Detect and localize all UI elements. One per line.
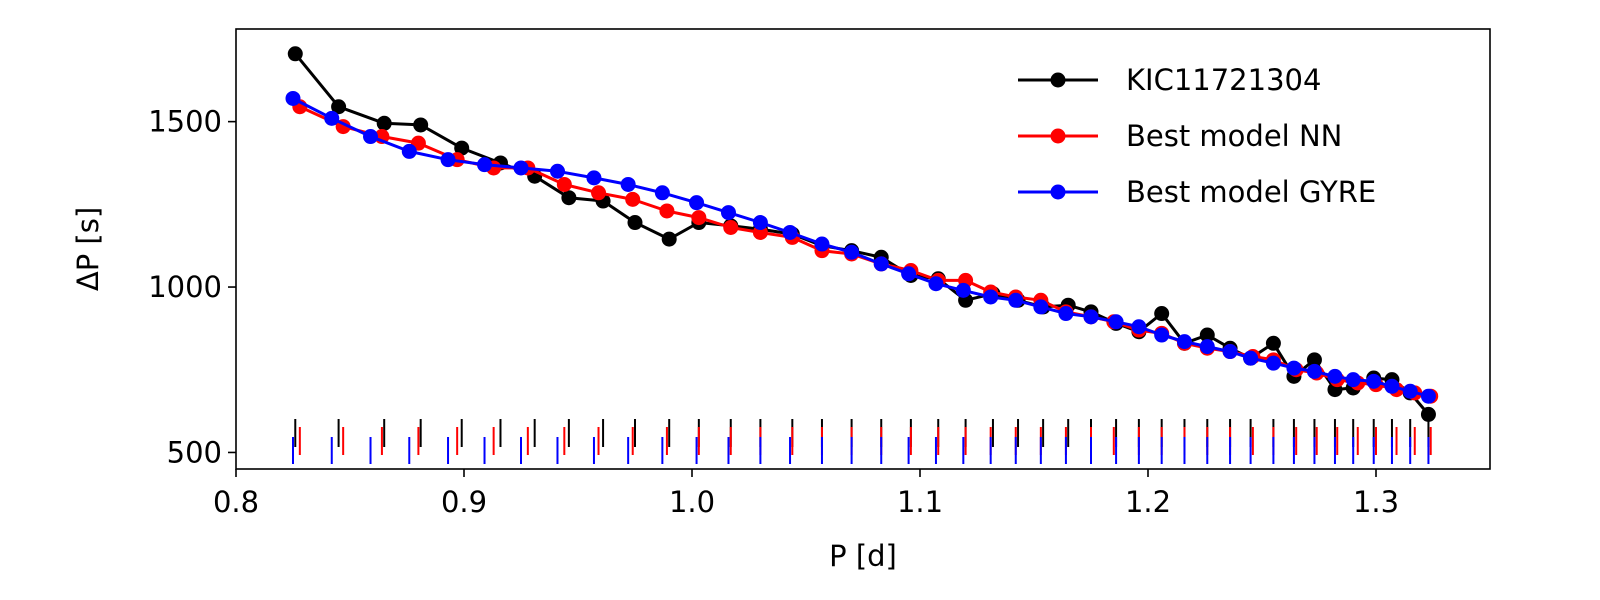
marks-layer: [292, 419, 1432, 464]
data-point: [1420, 406, 1436, 422]
data-point: [1222, 344, 1238, 360]
y-tick-label: 1500: [148, 105, 222, 139]
data-point: [1306, 363, 1322, 379]
data-point: [1265, 355, 1281, 371]
legend-label: KIC11721304: [1126, 63, 1321, 97]
plot-area: [236, 29, 1490, 469]
data-point: [1083, 309, 1099, 325]
data-point: [454, 140, 470, 156]
data-point: [287, 46, 303, 62]
data-point: [901, 266, 917, 282]
data-point: [477, 157, 493, 173]
data-point: [720, 205, 736, 221]
legend-marker: [1050, 128, 1066, 144]
series-best-model-gyre: [285, 90, 1436, 404]
x-tick-label: 0.9: [441, 485, 487, 519]
data-point: [1199, 327, 1215, 343]
plot-frame: [235, 28, 1491, 470]
data-point: [752, 215, 768, 231]
data-point: [513, 160, 529, 176]
data-point: [1265, 335, 1281, 351]
data-point: [1243, 350, 1259, 366]
legend-marker: [1050, 72, 1066, 88]
x-ticks: 0.8 0.9 1.0 1.1 1.2 1.3: [213, 469, 1399, 519]
data-point: [928, 276, 944, 292]
data-point: [983, 289, 999, 305]
legend-marker: [1050, 184, 1066, 200]
data-point: [654, 185, 670, 201]
x-axis-title: P [d]: [829, 539, 897, 573]
data-point: [363, 129, 379, 145]
data-point: [955, 282, 971, 298]
data-point: [413, 117, 429, 133]
data-point: [1108, 314, 1124, 330]
data-point: [1154, 327, 1170, 343]
data-point: [691, 210, 707, 226]
data-point: [586, 170, 602, 186]
legend: KIC11721304 Best model NN Best model GYRE: [1018, 63, 1376, 209]
data-point: [1058, 306, 1074, 322]
x-tick-label: 0.8: [213, 485, 259, 519]
data-point: [873, 256, 889, 272]
data-point: [331, 99, 347, 115]
data-point: [814, 236, 830, 252]
data-point: [1384, 378, 1400, 394]
data-point: [1199, 339, 1215, 355]
data-point: [627, 215, 643, 231]
data-point: [324, 110, 340, 126]
data-point: [440, 152, 456, 168]
series-layer: [285, 46, 1439, 422]
data-point: [1420, 388, 1436, 404]
data-point: [1306, 352, 1322, 368]
data-point: [844, 244, 860, 260]
data-point: [1154, 306, 1170, 322]
data-point: [1345, 372, 1361, 388]
data-point: [549, 163, 565, 179]
data-point: [625, 191, 641, 207]
legend-label: Best model GYRE: [1126, 175, 1376, 209]
data-point: [556, 176, 572, 192]
data-point: [591, 185, 607, 201]
legend-label: Best model NN: [1126, 119, 1342, 153]
data-point: [782, 224, 798, 240]
data-point: [620, 176, 636, 192]
data-point: [1286, 360, 1302, 376]
data-point: [1008, 292, 1024, 308]
data-point: [376, 115, 392, 131]
x-tick-label: 1.1: [897, 485, 943, 519]
y-tick-label: 500: [167, 435, 222, 469]
data-point: [661, 231, 677, 247]
data-point: [1176, 334, 1192, 350]
data-point: [1131, 319, 1147, 335]
x-tick-label: 1.3: [1353, 485, 1399, 519]
data-point: [401, 143, 417, 159]
data-point: [285, 90, 301, 106]
data-point: [1327, 368, 1343, 384]
data-point: [1033, 299, 1049, 315]
data-point: [723, 219, 739, 235]
y-tick-label: 1000: [148, 270, 222, 304]
y-axis-title: ΔP [s]: [71, 207, 105, 291]
data-point: [1402, 383, 1418, 399]
data-point: [689, 195, 705, 211]
data-point: [1366, 373, 1382, 389]
data-point: [561, 190, 577, 206]
x-tick-label: 1.2: [1125, 485, 1171, 519]
x-tick-label: 1.0: [669, 485, 715, 519]
y-ticks: 500 1000 1500: [148, 105, 236, 469]
data-point: [659, 203, 675, 219]
